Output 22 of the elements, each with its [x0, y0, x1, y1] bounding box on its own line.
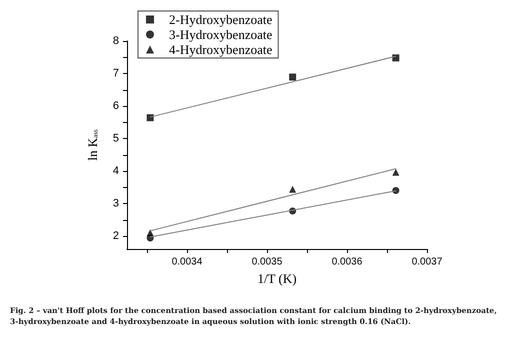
x-tick-label: 0.0035 [252, 256, 283, 268]
y-tick-label: 4 [112, 165, 119, 177]
point [392, 187, 400, 194]
y-tick-label: 5 [112, 132, 119, 144]
x-tick-label: 0.0034 [172, 256, 203, 268]
y-tick-label: 3 [112, 198, 119, 210]
y-tick-label: 6 [112, 100, 119, 112]
x-tick-label: 0.0036 [332, 256, 363, 268]
x-tick-label: 0.0037 [412, 256, 443, 268]
legend-label: 4-Hydroxybenzoate [169, 42, 272, 57]
y-tick-label: 8 [112, 35, 119, 47]
point [392, 54, 400, 62]
x-axis-title: 1/T (K) [257, 270, 297, 286]
point [392, 168, 400, 176]
legend-label: 2-Hydroxybenzoate [169, 12, 272, 27]
point [289, 186, 296, 193]
y-tick-label: 2 [112, 230, 119, 242]
legend-label: 3-Hydroxybenzoate [169, 27, 272, 42]
point [146, 229, 154, 236]
point [146, 114, 154, 122]
y-tick-label: 7 [112, 68, 119, 80]
point [289, 74, 296, 81]
